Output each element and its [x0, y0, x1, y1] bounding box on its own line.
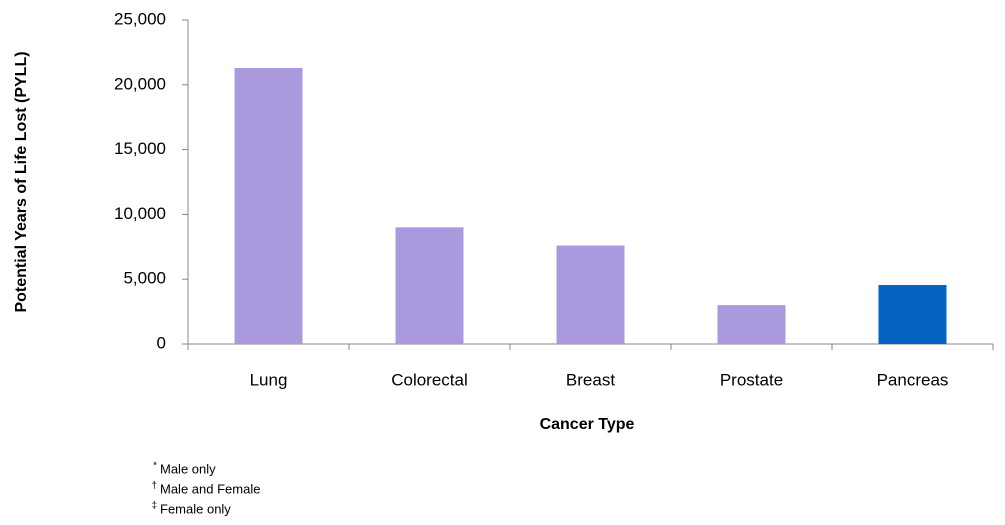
bar — [717, 305, 786, 344]
x-tick-label: Prostate — [720, 370, 783, 389]
footnote-text: Male only — [160, 461, 216, 476]
y-tick-label: 25,000 — [114, 9, 166, 28]
footnote-text: Male and Female — [160, 481, 260, 496]
y-tick-label: 5,000 — [123, 269, 166, 288]
bar — [556, 245, 625, 344]
bar — [878, 285, 947, 344]
x-tick-label: Colorectal — [391, 370, 468, 389]
x-tick-label: Breast — [566, 370, 615, 389]
x-tick-label: Lung — [250, 370, 288, 389]
y-tick-label: 15,000 — [114, 139, 166, 158]
y-tick-label: 10,000 — [114, 204, 166, 223]
footnote-symbol: ‡ — [151, 501, 157, 512]
y-axis-title: Potential Years of Life Lost (PYLL) — [13, 51, 30, 312]
footnote-symbol: † — [151, 481, 157, 492]
footnote-text: Female only — [160, 501, 231, 516]
footnote-symbol: * — [153, 461, 157, 472]
x-axis-title: Cancer Type — [540, 416, 635, 433]
x-tick-label: Pancreas — [877, 370, 949, 389]
y-tick-label: 20,000 — [114, 74, 166, 93]
bar — [395, 227, 464, 344]
y-tick-label: 0 — [157, 333, 166, 352]
bar — [234, 67, 303, 345]
